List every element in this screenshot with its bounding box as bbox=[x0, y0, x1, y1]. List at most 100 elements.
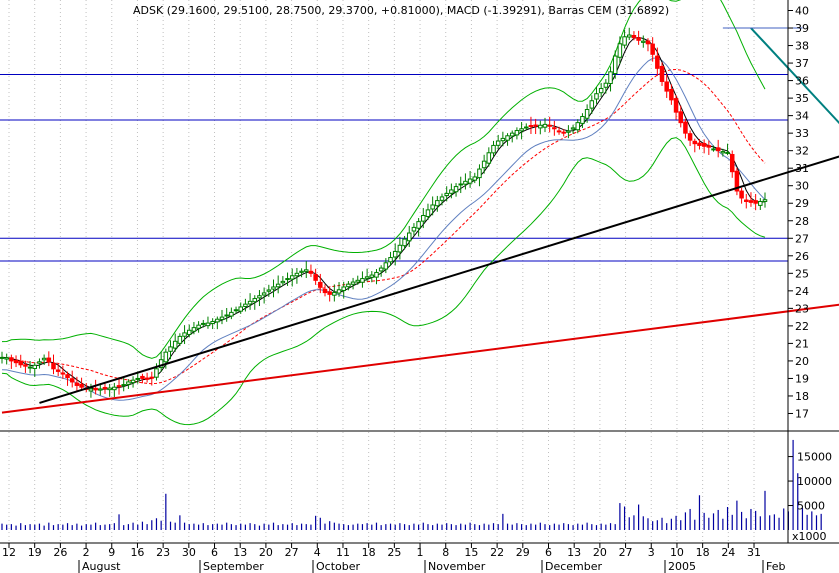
candle-body bbox=[374, 271, 379, 278]
price-tick-label: 40 bbox=[795, 5, 809, 18]
candle-body bbox=[318, 281, 323, 288]
price-tick-label: 19 bbox=[795, 372, 809, 385]
candle-body bbox=[659, 65, 665, 82]
day-tick-label: 8 bbox=[442, 546, 449, 559]
price-tick-label: 22 bbox=[795, 320, 809, 333]
candle-body bbox=[69, 378, 75, 383]
day-tick-label: 25 bbox=[387, 546, 401, 559]
day-tick-label: 18 bbox=[362, 546, 376, 559]
candle-body bbox=[158, 359, 164, 369]
candle-body bbox=[327, 291, 332, 295]
candle-body bbox=[509, 132, 515, 137]
candle-body bbox=[280, 280, 286, 284]
candle-body bbox=[392, 250, 398, 258]
month-label: 2005 bbox=[668, 560, 696, 573]
candle-body bbox=[664, 81, 669, 92]
price-tick-label: 32 bbox=[795, 145, 809, 158]
day-tick-label: 30 bbox=[182, 546, 196, 559]
day-tick-label: 3 bbox=[648, 546, 655, 559]
candle-body bbox=[617, 43, 623, 58]
candle-body bbox=[612, 55, 618, 75]
candle-body bbox=[275, 283, 281, 288]
candle-body bbox=[355, 279, 361, 283]
chart-frame bbox=[0, 0, 839, 544]
candle-body bbox=[734, 170, 740, 192]
day-tick-label: 13 bbox=[233, 546, 247, 559]
price-tick-label: 34 bbox=[795, 110, 809, 123]
candle-body bbox=[692, 140, 698, 145]
candle-body bbox=[720, 151, 726, 154]
candle-body bbox=[467, 178, 473, 184]
month-label: October bbox=[316, 560, 360, 573]
candle-body bbox=[210, 320, 215, 324]
candle-body bbox=[641, 40, 646, 43]
candle-body bbox=[112, 386, 117, 391]
candle-body bbox=[322, 288, 328, 294]
price-axis-ticks: 17 18 19 20 21 22 23 24 25 26 27 28 29 30 31 32 33 34 35 36… bbox=[788, 5, 809, 420]
day-tick-label: 16 bbox=[130, 546, 144, 559]
candle-body bbox=[758, 200, 763, 206]
day-tick-label: 23 bbox=[156, 546, 170, 559]
candle-body bbox=[753, 200, 758, 204]
candle-body bbox=[402, 238, 407, 247]
candle-body bbox=[500, 137, 506, 142]
candle-body bbox=[360, 278, 365, 283]
candle-body bbox=[411, 226, 417, 232]
candle-body bbox=[706, 145, 712, 148]
candle-body bbox=[60, 372, 66, 375]
grid bbox=[8, 0, 755, 543]
candle-body bbox=[566, 130, 571, 133]
candle-body bbox=[163, 351, 169, 363]
candle-body bbox=[41, 357, 47, 361]
candlesticks bbox=[0, 27, 768, 398]
candle-body bbox=[308, 270, 314, 274]
candle-body bbox=[711, 148, 716, 151]
candle-body bbox=[683, 121, 688, 134]
day-tick-label: 18 bbox=[696, 546, 710, 559]
candle-body bbox=[233, 309, 239, 312]
candle-body bbox=[453, 186, 459, 193]
candle-body bbox=[149, 376, 155, 379]
candle-body bbox=[542, 123, 548, 128]
candle-body bbox=[304, 269, 309, 272]
candle-body bbox=[406, 232, 412, 242]
candle-body bbox=[744, 199, 749, 202]
candle-body bbox=[238, 306, 243, 312]
day-tick-label: 4 bbox=[314, 546, 321, 559]
candle-body bbox=[439, 196, 445, 201]
candle-body bbox=[645, 40, 651, 45]
candle-body bbox=[205, 322, 211, 327]
day-tick-label: 19 bbox=[28, 546, 42, 559]
day-tick-label: 29 bbox=[516, 546, 530, 559]
candle-body bbox=[491, 144, 496, 154]
candle-body bbox=[247, 300, 253, 305]
day-tick-label: 27 bbox=[619, 546, 633, 559]
candle-body bbox=[687, 133, 693, 141]
day-tick-label: 1 bbox=[417, 546, 424, 559]
candle-body bbox=[23, 364, 28, 367]
month-label: Feb bbox=[766, 560, 785, 573]
price-tick-label: 23 bbox=[795, 302, 809, 315]
candle-body bbox=[215, 318, 220, 323]
candle-body bbox=[477, 168, 482, 179]
candle-body bbox=[594, 93, 599, 100]
day-tick-label: 20 bbox=[593, 546, 607, 559]
candle-body bbox=[135, 377, 141, 380]
candle-body bbox=[144, 377, 150, 380]
candle-body bbox=[257, 295, 262, 299]
candle-body bbox=[37, 361, 42, 364]
candle-body bbox=[154, 368, 159, 378]
candle-body bbox=[285, 278, 290, 281]
trend-line-resistance bbox=[750, 27, 839, 125]
volume-unit-label: x1000 bbox=[792, 530, 827, 543]
candle-body bbox=[383, 262, 389, 270]
candle-body bbox=[444, 192, 449, 197]
candle-body bbox=[88, 388, 94, 392]
candle-body bbox=[224, 314, 229, 317]
day-tick-label: 13 bbox=[567, 546, 581, 559]
candle-body bbox=[528, 125, 534, 128]
day-tick-label: 12 bbox=[2, 546, 16, 559]
candle-body bbox=[481, 160, 487, 169]
candle-body bbox=[369, 274, 375, 278]
candle-body bbox=[435, 200, 440, 207]
